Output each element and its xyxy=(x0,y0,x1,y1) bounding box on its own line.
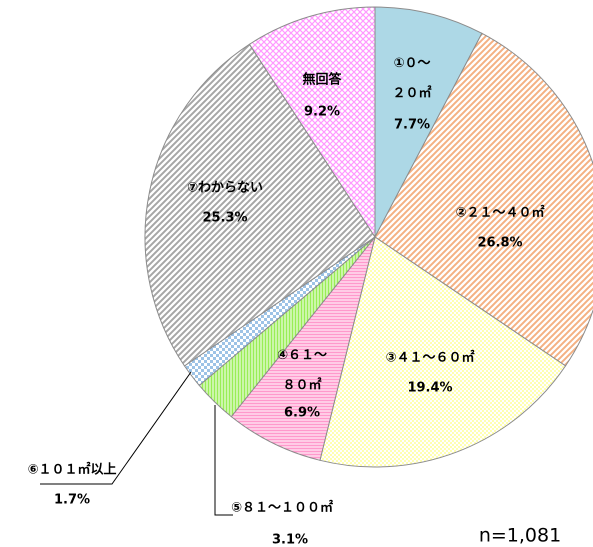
pie-slice xyxy=(374,32,593,367)
pie-slice xyxy=(374,6,483,238)
slice-label: ③４１～６０㎡ xyxy=(385,350,474,366)
slice-value-label: 26.8% xyxy=(477,236,522,251)
slice-value-label: 9.2% xyxy=(304,105,340,120)
slice-label: 無回答 xyxy=(302,72,342,88)
slice-value-label: 3.1% xyxy=(272,533,308,547)
slice-label: ⑦わからない xyxy=(187,181,263,196)
slice-value-label: 7.7% xyxy=(394,118,430,133)
leader-line xyxy=(40,371,192,485)
slice-label: ⑤８１～１００㎡ xyxy=(231,500,333,516)
slice-value-label: 1.7% xyxy=(54,493,90,508)
sample-size-note: n=1,081 xyxy=(479,525,561,547)
slice-label: ②２１～４０㎡ xyxy=(455,205,544,221)
slice-value-label: 19.4% xyxy=(407,381,452,396)
slice-label: ⑥１０１㎡以上 xyxy=(27,462,116,478)
slice-value-label: 6.9% xyxy=(284,406,320,421)
pie-slice xyxy=(144,43,376,367)
leader-line xyxy=(214,405,233,516)
slice-label: ①０～２０㎡ xyxy=(392,56,431,101)
slice-label: ④６１～８０㎡ xyxy=(277,348,327,393)
slice-value-label: 25.3% xyxy=(202,211,247,226)
pie-slice xyxy=(248,6,376,239)
pie-slice xyxy=(319,236,567,468)
